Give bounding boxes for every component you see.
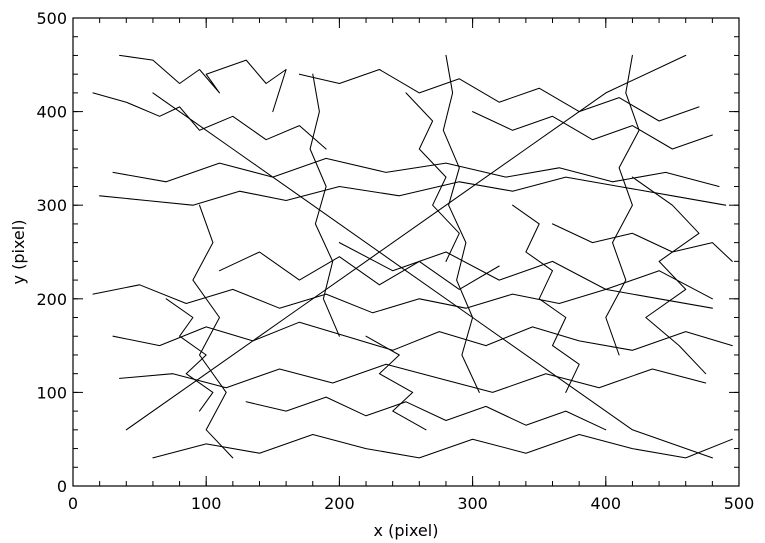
trajectory-track-11: [442, 54, 480, 393]
x-tick-label: 0: [68, 494, 78, 513]
y-axis-label: y (pixel): [9, 220, 28, 285]
trajectory-track-20: [631, 176, 707, 375]
trajectory-track-8: [152, 433, 733, 459]
trajectory-track-2: [92, 92, 327, 150]
trajectory-track-22: [245, 396, 607, 431]
y-tick-label: 500: [36, 9, 67, 28]
trajectory-track-24: [365, 335, 427, 431]
axis-ticks: 0 100 200 300 400 500 0 100 200 300 400 500: [36, 9, 754, 513]
trajectory-track-19: [405, 92, 460, 262]
trajectory-tracks: [92, 54, 733, 459]
trajectory-track-3: [99, 176, 727, 206]
trajectory-track-16: [338, 242, 713, 300]
x-axis-label: x (pixel): [374, 521, 439, 540]
trajectory-track-9: [298, 68, 700, 122]
trajectory-track-14: [152, 92, 713, 459]
y-tick-label: 100: [36, 383, 67, 402]
plot-frame: [72, 17, 740, 487]
trajectory-track-6: [112, 321, 733, 351]
trajectory-track-15: [125, 54, 687, 431]
y-tick-label: 0: [57, 477, 67, 496]
x-tick-label: 100: [191, 494, 222, 513]
trajectory-track-18: [512, 204, 580, 393]
trajectory-track-4: [112, 157, 720, 188]
x-tick-label: 500: [724, 494, 755, 513]
trajectory-track-25: [551, 223, 733, 262]
y-tick-label: 200: [36, 290, 67, 309]
x-tick-label: 200: [324, 494, 355, 513]
trajectory-track-7: [119, 363, 707, 393]
trajectory-track-12: [605, 54, 640, 356]
trajectory-track-17: [218, 251, 500, 290]
trajectory-track-5: [92, 284, 713, 314]
x-tick-label: 400: [591, 494, 622, 513]
trajectory-track-1: [119, 54, 287, 113]
y-tick-label: 400: [36, 103, 67, 122]
trajectory-track-10: [309, 73, 340, 337]
x-tick-label: 300: [457, 494, 488, 513]
trajectory-track-13: [192, 204, 234, 459]
trajectory-track-23: [472, 111, 713, 150]
y-tick-label: 300: [36, 196, 67, 215]
trajectory-track-21: [165, 298, 214, 412]
